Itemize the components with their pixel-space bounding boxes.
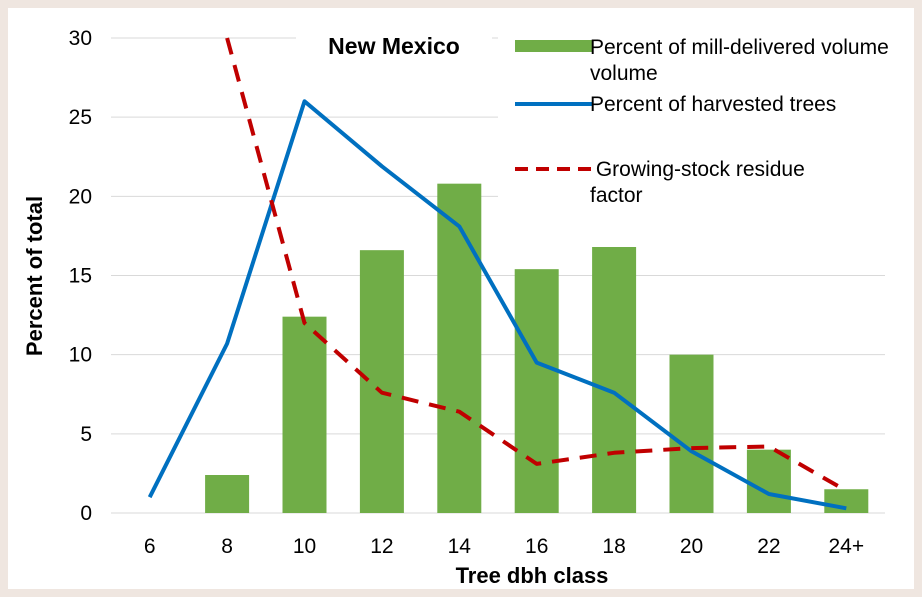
x-tick-label-20: 20 [680,535,703,558]
harvested-point-8 [225,342,229,346]
residue-point-14 [457,410,461,414]
bar-16 [514,269,559,513]
legend: Percent of mill-delivered volume volume … [498,22,902,222]
chart-title: New Mexico [328,33,460,59]
bar-22 [746,449,791,513]
x-tick-label-12: 12 [370,535,393,558]
harvested-point-10 [303,99,307,103]
legend-label-mill-volume-line2: volume [590,62,658,85]
bar-10 [282,316,327,513]
title-background [296,26,492,66]
residue-point-10 [303,321,307,325]
bar-14 [437,183,482,513]
legend-background [498,22,902,222]
bar-20 [669,354,714,513]
y-tick-label-10: 10 [69,344,92,367]
x-tick-label-18: 18 [602,535,625,558]
x-axis-label: Tree dbh class [456,563,609,588]
harvested-point-22 [767,492,771,496]
y-tick-labels: 0 5 10 15 20 25 30 [69,27,92,525]
bar-series [205,183,869,513]
residue-point-12 [380,391,384,395]
residue-point-8 [225,36,229,40]
line-series [147,36,848,511]
x-tick-label-8: 8 [221,535,233,558]
bar-8 [205,475,250,513]
harvested-point-6 [148,495,152,499]
residue-point-22 [767,445,771,449]
residue-point-24+ [844,489,848,493]
x-tick-label-6: 6 [144,535,156,558]
residue-point-16 [535,462,539,466]
x-tick-label-10: 10 [293,535,316,558]
x-tick-labels: 6 8 10 12 14 16 18 20 22 24+ [144,535,864,558]
bar-12 [359,250,404,513]
residue-factor-line [225,37,848,493]
y-tick-label-20: 20 [69,185,92,208]
y-axis-label: Percent of total [22,196,47,356]
y-tick-label-5: 5 [80,423,92,446]
y-tick-label-30: 30 [69,27,92,50]
harvested-trees-line [147,99,847,511]
legend-label-residue-factor: Growing-stock residue [590,158,805,181]
x-tick-label-14: 14 [448,535,472,558]
residue-point-20 [690,446,694,450]
legend-label-harvested-trees: Percent of harvested trees [590,93,836,116]
legend-label-mill-volume: Percent of mill-delivered volume [590,36,889,59]
harvested-point-16 [535,361,539,365]
harvested-point-12 [380,164,384,168]
y-tick-label-25: 25 [69,106,92,129]
x-tick-label-22: 22 [757,535,780,558]
harvested-point-24+ [844,506,848,510]
chart-frame: 0 5 10 15 20 25 30 6 8 10 12 14 16 18 20 22 24+ Percent… [8,8,914,589]
x-tick-label-24+: 24+ [828,535,864,558]
legend-swatch-mill-volume [515,40,593,52]
y-tick-label-15: 15 [69,265,92,288]
x-tick-label-16: 16 [525,535,548,558]
harvested-point-18 [612,391,616,395]
y-tick-label-0: 0 [80,502,92,525]
chart-svg: 0 5 10 15 20 25 30 6 8 10 12 14 16 18 20 22 24+ Percent… [22,22,902,588]
residue-point-18 [612,451,616,455]
legend-label-residue-factor-line2: factor [590,184,643,207]
harvested-point-14 [457,224,461,228]
bar-18 [592,247,637,513]
